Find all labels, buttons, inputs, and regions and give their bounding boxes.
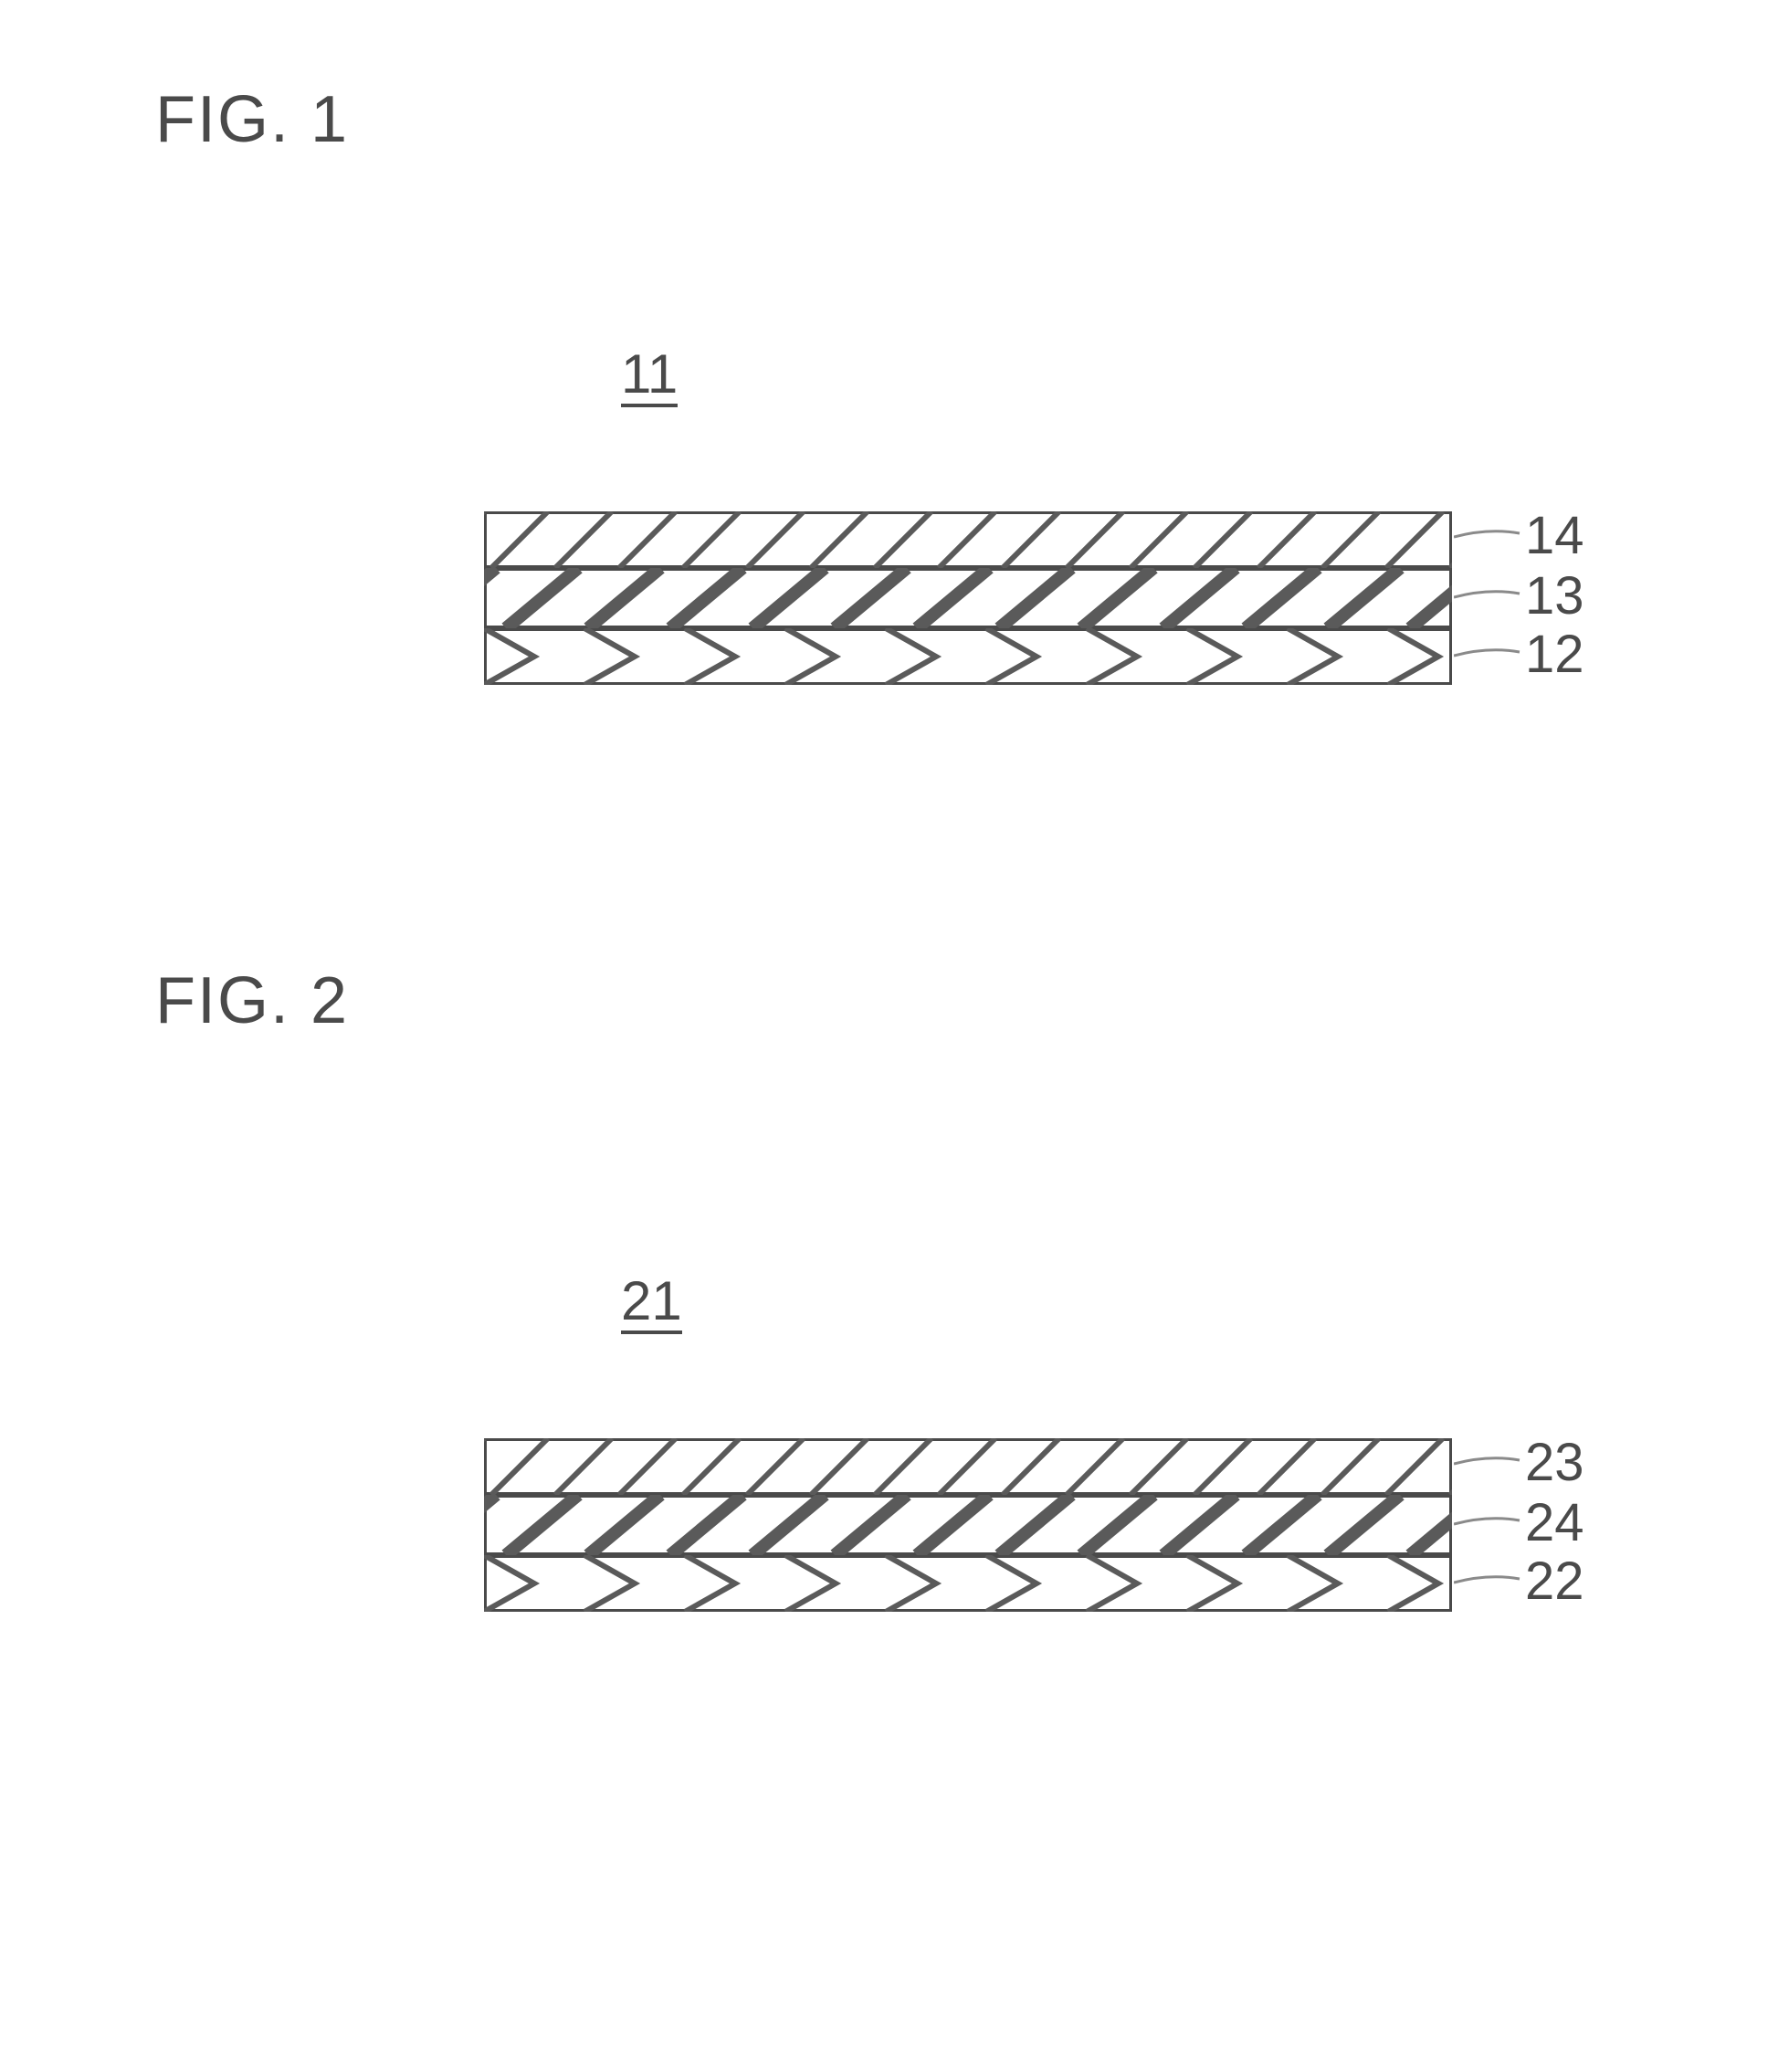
fig1-layer-14	[484, 511, 1452, 568]
page: FIG. 1 11 FIG. 2 21	[0, 0, 1778, 2072]
fig1-layer-12	[484, 628, 1452, 685]
fig2-lead-24	[1454, 1510, 1523, 1538]
fig2-assembly-label: 21	[621, 1274, 682, 1334]
fig1-layer-label-12: 12	[1525, 628, 1584, 681]
fig2-layer-label-24: 24	[1525, 1497, 1584, 1550]
fig2-layer-label-23: 23	[1525, 1436, 1584, 1489]
fig2-assembly	[484, 1438, 1452, 1612]
fig2-title: FIG. 2	[155, 963, 349, 1038]
fig1-lead-13	[1454, 584, 1523, 611]
fig1-layer-label-14: 14	[1525, 510, 1584, 563]
fig1-layer-label-13: 13	[1525, 570, 1584, 623]
fig1-lead-12	[1454, 642, 1523, 669]
fig2-layer-label-22: 22	[1525, 1555, 1584, 1608]
fig2-layer-24	[484, 1495, 1452, 1555]
fig1-title: FIG. 1	[155, 82, 349, 157]
fig1-layer-13	[484, 568, 1452, 628]
fig1-lead-14	[1454, 523, 1523, 551]
fig2-lead-23	[1454, 1450, 1523, 1478]
fig2-lead-22	[1454, 1569, 1523, 1596]
fig1-assembly-label: 11	[621, 347, 678, 407]
fig1-assembly	[484, 511, 1452, 685]
fig2-layer-22	[484, 1555, 1452, 1612]
fig2-layer-23	[484, 1438, 1452, 1495]
